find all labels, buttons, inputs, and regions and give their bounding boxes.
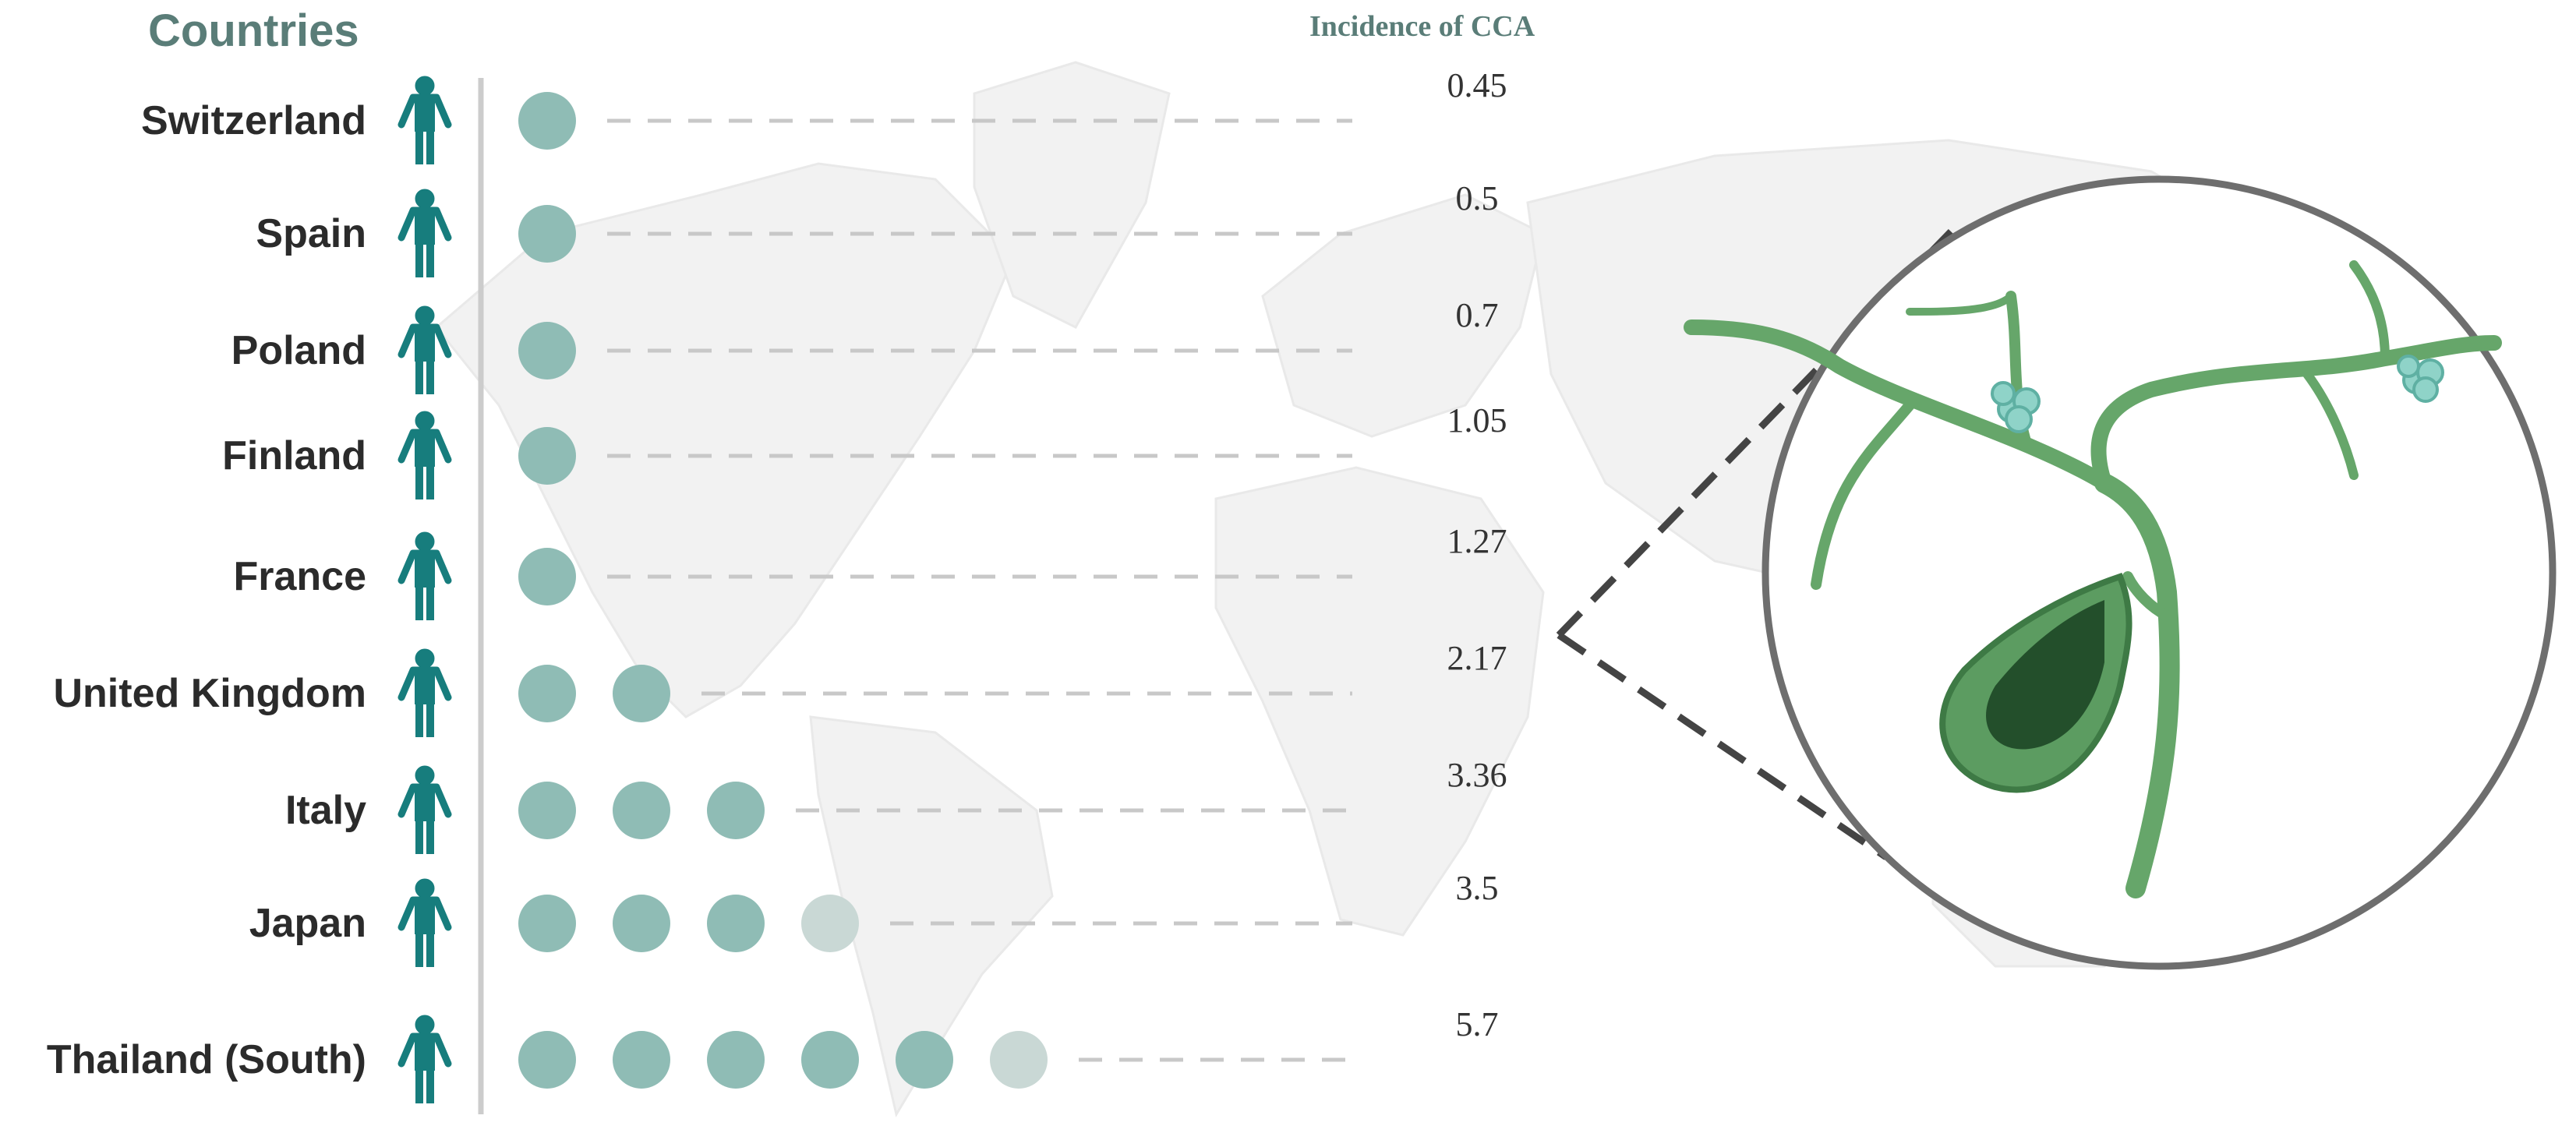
country-label: Thailand (South) [46,1037,366,1082]
cystic-duct [2122,571,2172,621]
incidence-column-title: Incidence of CCA [1309,10,1535,43]
incidence-dot [613,895,670,952]
incidence-dot [518,895,576,952]
incidence-dot [518,322,576,379]
country-label: Poland [231,328,366,373]
incidence-value: 0.7 [1455,296,1499,334]
incidence-value: 1.27 [1447,522,1507,560]
tumor-cluster-left [1991,381,2041,433]
incidence-dot [613,1031,670,1089]
tumor-cluster-right [2397,355,2444,403]
bile-ducts [1684,260,2502,898]
incidence-value: 2.17 [1447,639,1507,677]
country-label: Spain [256,211,366,256]
incidence-dot [707,1031,765,1089]
incidence-dot [613,782,670,839]
country-label: Italy [284,788,366,833]
person-icon [398,648,452,737]
map-greenland [973,61,1171,329]
country-label: Japan [249,901,366,946]
incidence-value: 3.36 [1447,756,1507,794]
incidence-dot [518,665,576,722]
incidence-value: 3.5 [1455,869,1499,907]
person-icon [398,76,452,164]
country-label: United Kingdom [53,671,366,716]
person-icon [398,765,452,854]
upper-left-twig [1906,292,2015,316]
incidence-dot [801,1031,859,1089]
common-bile-duct [2094,473,2180,898]
gallbladder [1939,573,2133,793]
incidence-dot [707,895,765,952]
incidence-dot [707,782,765,839]
incidence-dot [518,205,576,263]
country-label: Switzerland [141,98,366,143]
incidence-dot [518,427,576,485]
incidence-value: 1.05 [1447,401,1507,439]
country-label: France [233,554,366,599]
incidence-value: 0.45 [1447,66,1507,104]
zoom-line-lower [1557,632,1889,860]
map-north-america [434,162,1015,718]
incidence-dot [518,782,576,839]
incidence-dot [613,665,670,722]
map-africa [1214,466,1545,937]
incidence-value: 5.7 [1455,1005,1499,1043]
person-icon [398,1015,452,1103]
person-icon [398,531,452,620]
countries-heading: Countries [148,5,359,56]
right-hepatic-duct [2090,335,2502,491]
incidence-dot [518,92,576,150]
left-hepatic-duct [1684,319,2112,491]
person-icon [398,878,452,967]
incidence-dot [518,1031,576,1089]
left-lower-branch [1811,400,1915,590]
person-icon [398,189,452,277]
person-icon [398,305,452,394]
incidence-dot-partial [990,1031,1048,1089]
incidence-dot [518,548,576,605]
right-lower-branch [2302,369,2359,480]
incidence-value: 0.5 [1455,179,1499,217]
incidence-dot [896,1031,953,1089]
map-europe [1261,193,1545,438]
country-label: Finland [222,433,366,478]
person-icon [398,411,452,499]
right-upper-branch [2349,260,2390,363]
incidence-dot-partial [801,895,859,952]
